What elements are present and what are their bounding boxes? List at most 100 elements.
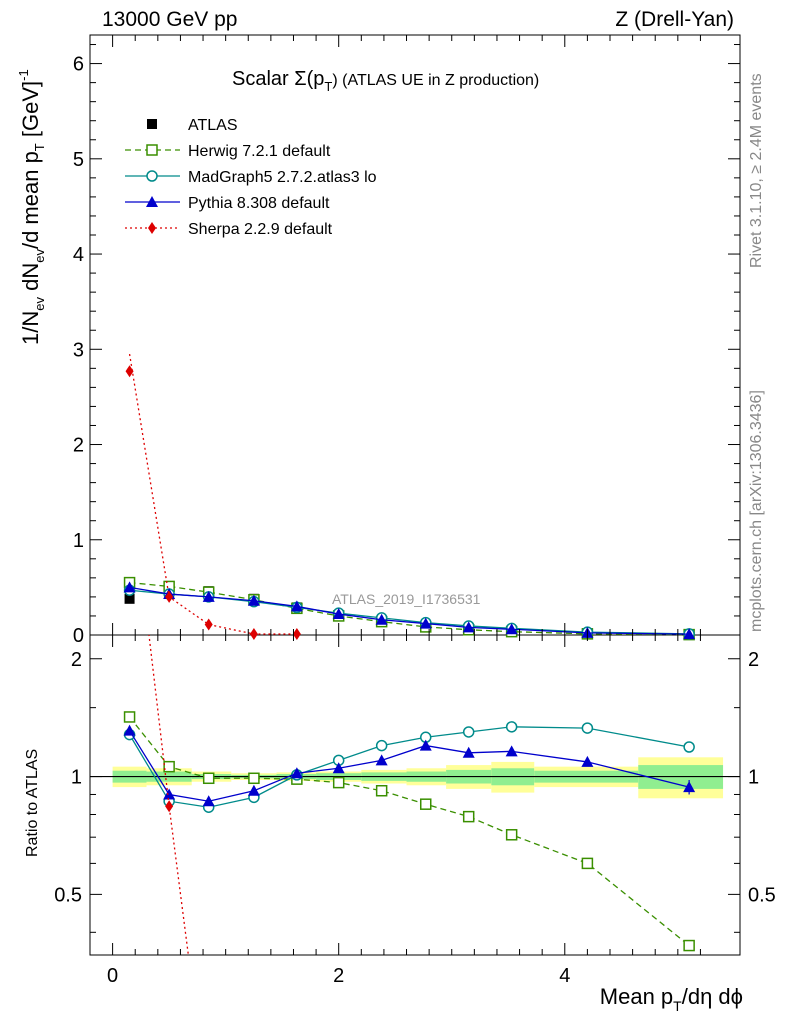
- legend-label: ATLAS: [188, 117, 238, 134]
- ratio-point: [462, 810, 475, 823]
- legend-entry: Pythia 8.308 default: [125, 195, 330, 212]
- x-tick-label: 2: [333, 965, 344, 987]
- ratio-point: [375, 784, 388, 797]
- ratio-point: [505, 721, 518, 733]
- legend-marker: [148, 222, 156, 234]
- ratio-y-tick-label-right: 2: [748, 649, 759, 671]
- ratio-point: [581, 722, 594, 734]
- x-axis-label: Mean pT/dη dϕ: [600, 984, 743, 1014]
- y-tick-label: 4: [73, 244, 84, 266]
- series-line: [129, 586, 690, 635]
- ratio-point: [163, 760, 175, 773]
- x-tick-label: 4: [559, 965, 570, 987]
- y-axis-label-main: 1/Nev dNev/d mean pT [GeV]-1: [16, 69, 47, 345]
- legend-label: MadGraph5 2.7.2.atlas3 lo: [188, 169, 377, 186]
- legend-entry: ATLAS: [147, 117, 238, 134]
- ratio-point: [248, 772, 260, 785]
- ratio-y-tick-label: 1: [71, 767, 82, 789]
- ratio-point: [462, 726, 475, 738]
- ratio-line: [129, 730, 690, 802]
- header-process: Z (Drell-Yan): [615, 8, 734, 31]
- main-series-group: [125, 353, 301, 641]
- ratio-series-group: [123, 724, 696, 807]
- data-point: [375, 613, 388, 625]
- ratio-point: [202, 795, 215, 807]
- ratio-point: [581, 857, 594, 870]
- data-point: [292, 628, 301, 641]
- y-tick-label: 0: [73, 625, 84, 647]
- ratio-series-group: [148, 635, 190, 955]
- ratio-y-tick-label-right: 1: [748, 767, 759, 789]
- main-series-group: [123, 581, 696, 640]
- ratio-point: [247, 784, 260, 796]
- x-tick-label: 0: [107, 965, 118, 987]
- main-series-group: [123, 576, 695, 641]
- data-point: [505, 623, 518, 635]
- ratio-point: [375, 754, 388, 766]
- ratio-point: [165, 800, 174, 813]
- ratio-point: [290, 767, 303, 779]
- data-point: [249, 628, 258, 641]
- ratio-line: [148, 635, 190, 955]
- plot-frames: [89, 34, 741, 956]
- ratio-point: [419, 739, 432, 751]
- y-axis-label-ratio: Ratio to ATLAS: [24, 749, 41, 857]
- header-energy: 13000 GeV pp: [102, 8, 238, 31]
- ratio-line: [129, 726, 690, 808]
- legend-entry: Sherpa 2.2.9 default: [125, 221, 333, 238]
- ratio-point: [505, 829, 518, 841]
- y-tick-label: 2: [73, 435, 84, 457]
- ratio-point: [332, 762, 345, 774]
- data-point: [290, 600, 303, 612]
- legend-entry: MadGraph5 2.7.2.atlas3 lo: [125, 169, 377, 186]
- legend: ATLAS Herwig 7.2.1 default MadGraph5 2.7.2…: [125, 117, 377, 238]
- data-point: [683, 628, 696, 640]
- ratio-point: [163, 788, 176, 800]
- data-point: [123, 581, 136, 593]
- data-point: [124, 593, 135, 604]
- ratio-y-tick-label: 2: [71, 649, 82, 671]
- ratio-point: [375, 739, 388, 752]
- ratio-point: [683, 781, 696, 793]
- data-point: [202, 590, 215, 602]
- legend-label: Herwig 7.2.1 default: [188, 143, 331, 160]
- data-point: [165, 590, 174, 603]
- legend-entry: Herwig 7.2.1 default: [125, 143, 331, 160]
- ratio-point: [419, 798, 432, 810]
- ratio-y-tick-label-right: 0.5: [748, 884, 776, 906]
- main-panel-series: [123, 353, 696, 641]
- y-tick-label: 6: [73, 54, 84, 76]
- legend-marker: [147, 119, 157, 129]
- legend-label: Sherpa 2.2.9 default: [188, 221, 333, 238]
- ratio-point: [462, 746, 475, 758]
- ratio-y-tick-label: 0.5: [54, 884, 82, 906]
- ratio-panel-series: [123, 635, 696, 955]
- data-point: [204, 618, 213, 631]
- ratio-point: [202, 772, 215, 785]
- svg-text:1/Nev dNev/d mean pT [GeV]-1: 1/Nev dNev/d mean pT [GeV]-1: [16, 69, 47, 345]
- series-line: [129, 581, 690, 636]
- ratio-panel-frame: [89, 634, 741, 956]
- y-tick-label: 1: [73, 530, 84, 552]
- ratio-point: [123, 724, 136, 736]
- ratio-series-group: [123, 711, 695, 952]
- legend-label: Pythia 8.308 default: [188, 195, 330, 212]
- data-point: [419, 617, 432, 629]
- ratio-clipped: [123, 635, 696, 955]
- legend-marker: [146, 144, 158, 156]
- legend-marker: [146, 170, 158, 182]
- ratio-point: [683, 939, 695, 952]
- ratio-point: [123, 711, 136, 723]
- data-point: [332, 608, 345, 620]
- analysis-watermark: ATLAS_2019_I1736531: [332, 591, 481, 607]
- y-tick-label: 3: [73, 339, 84, 361]
- data-point: [125, 365, 134, 378]
- ratio-point: [683, 741, 695, 753]
- plot-title: Scalar Σ(pT) (ATLAS UE in Z production): [232, 68, 539, 94]
- y-tick-label: 5: [73, 149, 84, 171]
- data-point: [247, 594, 260, 606]
- ratio-point: [332, 776, 345, 789]
- ratio-point: [505, 745, 518, 757]
